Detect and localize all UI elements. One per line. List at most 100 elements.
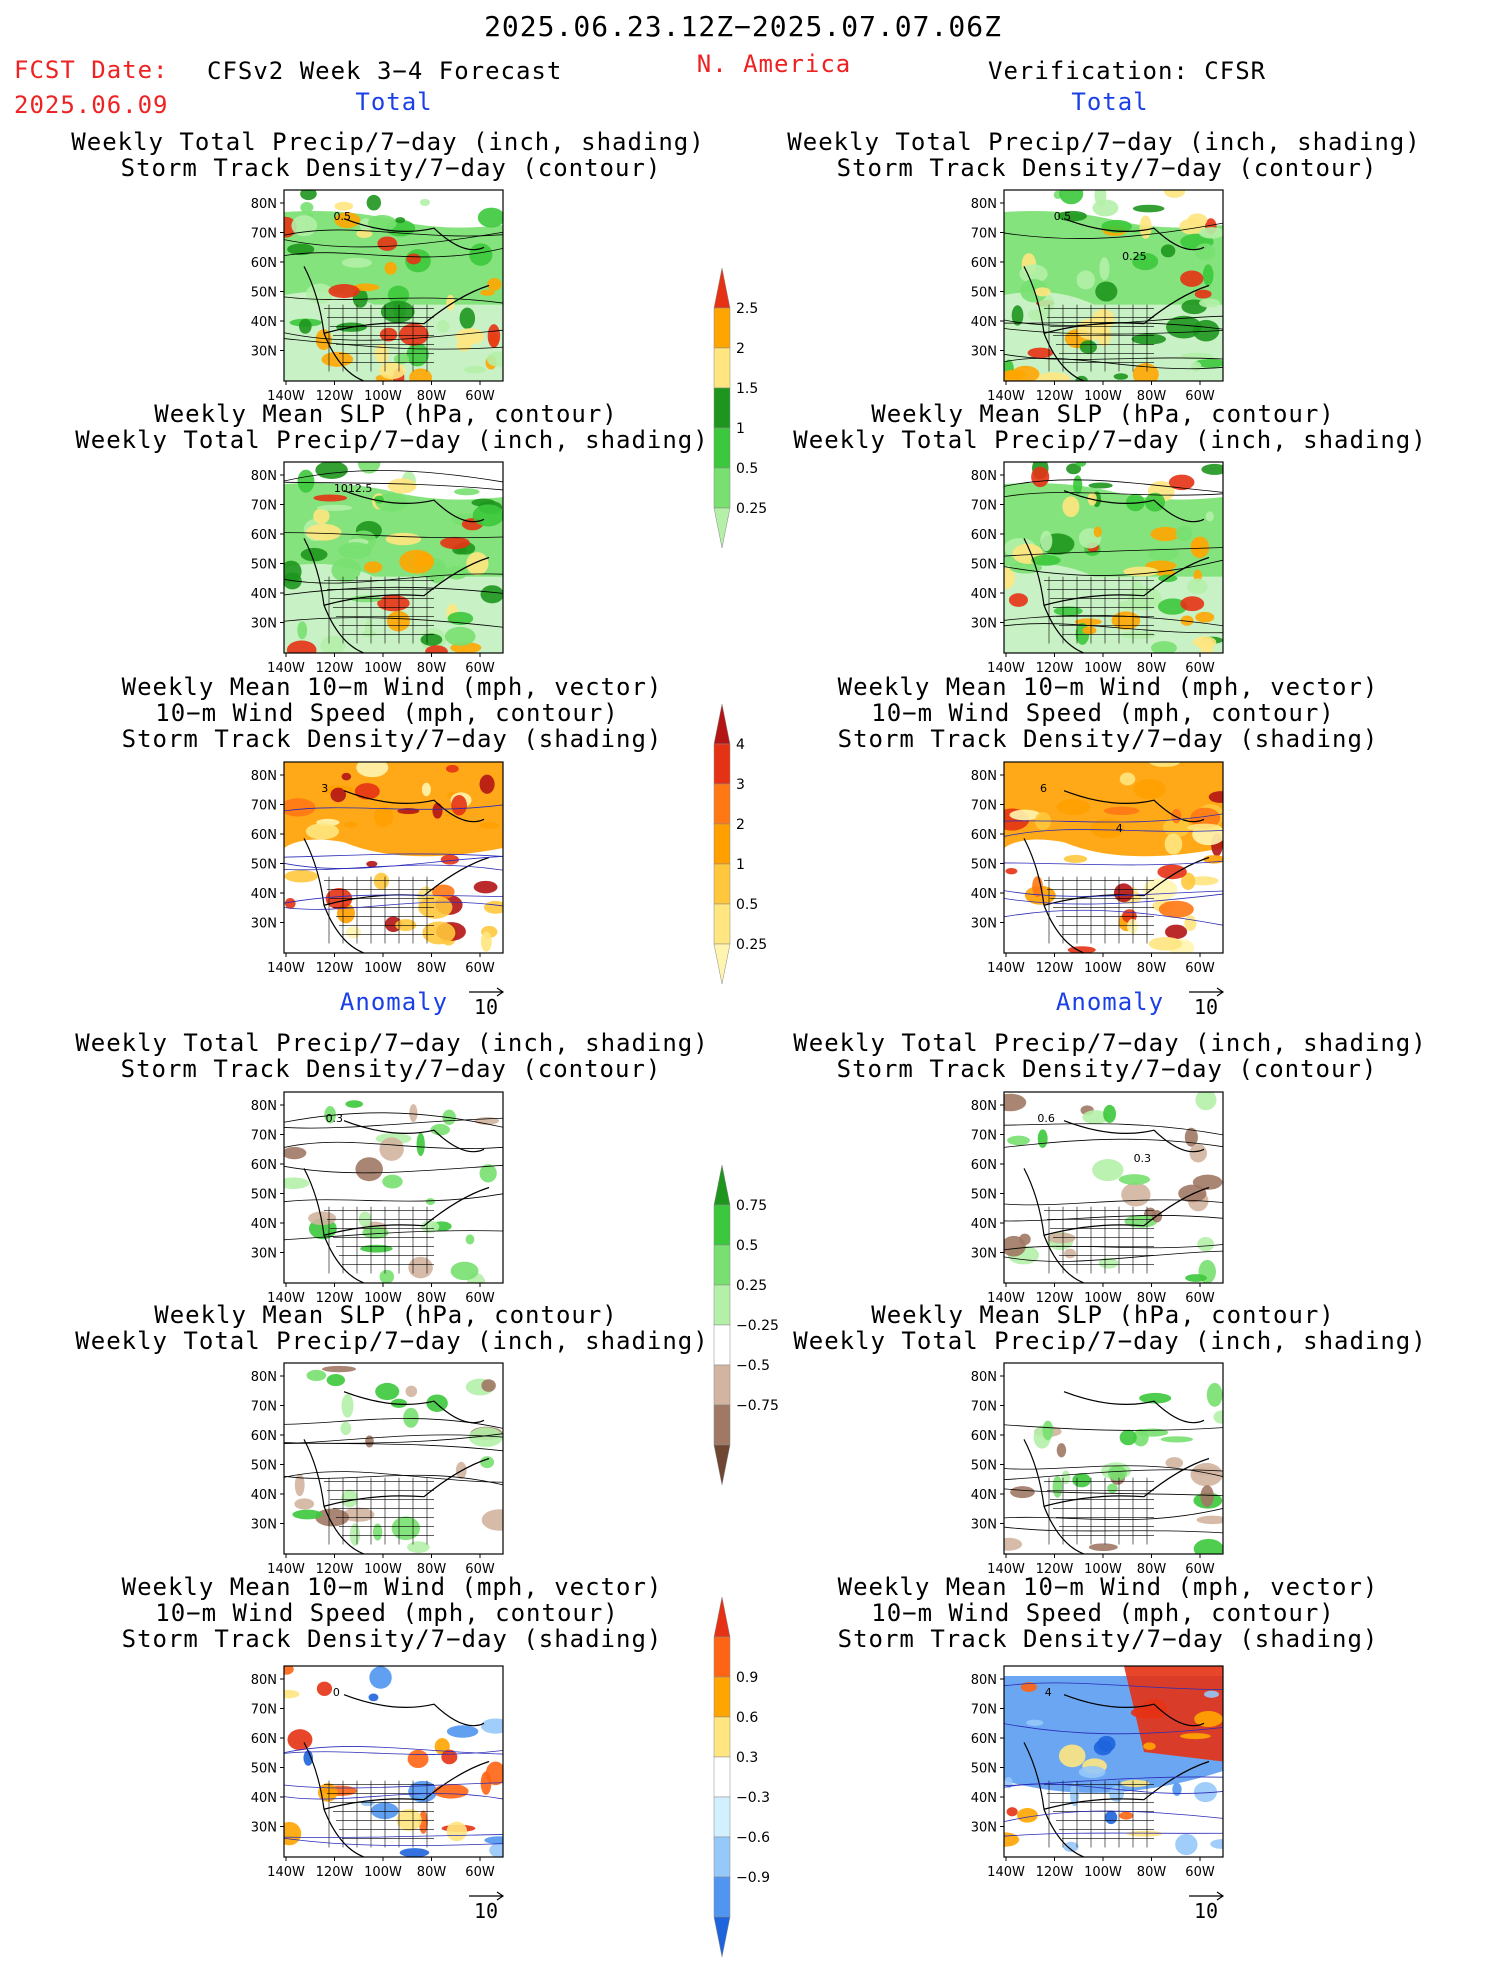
shading-cell [341,1394,354,1418]
shading-cell [422,921,456,945]
shading-cell [356,229,373,239]
lat-tick-label: 50N [971,286,997,301]
shading-cell [433,1783,469,1799]
lat-tick-label: 50N [971,1188,997,1203]
shading-cell [1197,1237,1215,1252]
contour-line [1004,1832,1223,1837]
panel-title-line: Storm Track Density/7−day (shading) [121,725,663,753]
colorbar-segment [713,743,731,785]
shading-cell [1004,369,1026,380]
colorbar-cap [713,1444,731,1486]
panel-title-line: Weekly Total Precip/7−day (inch, shading… [793,1029,1427,1057]
lon-tick-label: 60W [1185,961,1215,976]
shading-cell [1142,1698,1167,1720]
region-title: N. America [696,50,852,78]
panel-title-line: 10−m Wind Speed (mph, contour) [871,1599,1335,1627]
lat-tick-label: 70N [971,499,997,514]
panel-title-line: Weekly Mean SLP (hPa, contour) [871,400,1335,428]
forecast-anomaly-label: Anomaly [339,988,449,1016]
map-panel-verif-total-slp-precip: 80N 70N 60N 50N 40N 30N 140W 120W 100W 80W 60W [971,461,1224,676]
colorbar-segment [713,863,731,905]
lon-tick-label: 120W [1036,1291,1074,1306]
colorbar-label: 0.9 [736,1670,758,1686]
lat-tick-label: 30N [251,1821,277,1836]
shading-cell [1180,615,1194,626]
shading-cell [1147,547,1180,561]
shading-cell [409,368,432,381]
lon-tick-label: 60W [465,661,495,676]
shading-cell [1103,1104,1117,1123]
shading-cell [1064,1248,1076,1259]
shading-cell [313,508,330,524]
shading-cell [1210,1839,1223,1849]
shading-cell [1195,1092,1217,1111]
shading-cell [1158,900,1194,918]
contour-label: 4 [1045,1686,1052,1699]
panel-title-line: Weekly Mean 10−m Wind (mph, vector) [121,1573,663,1601]
lat-tick-label: 80N [251,197,277,212]
shading-cell [1027,309,1051,321]
vector-reference-arrowhead [496,1891,505,1901]
map-panel-fcst-anom-slp-precip: 80N 70N 60N 50N 40N 30N 140W 120W 100W 80W 60W [251,1362,504,1577]
shading-cell [1185,1274,1207,1282]
lon-tick-label: 100W [364,1865,402,1880]
shading-cell [450,1261,479,1281]
lon-tick-label: 80W [1137,1562,1167,1577]
shading-cell [1164,190,1186,198]
lat-tick-label: 80N [971,1673,997,1688]
shading-cell [373,872,389,890]
lon-tick-label: 120W [1036,389,1074,404]
map-frame [1003,761,1224,954]
contour-line [1004,829,1223,837]
shading-cell [386,610,410,632]
shading-cell [1132,252,1159,271]
map-panel-fcst-anom-precip-storm: 0.3 80N 70N 60N 50N 40N 30N 140W 120W 100W 80W 60W [251,1091,504,1306]
map-panel-fcst-total-wind-storm: 3 80N 70N 60N 50N 40N 30N 140W 120W 100W 80W 60W [251,761,504,976]
lat-tick-label: 80N [251,469,277,484]
colorbar-segment [713,1324,731,1366]
lon-tick-label: 60W [465,1865,495,1880]
panel-title-line: Weekly Mean SLP (hPa, contour) [154,1301,618,1329]
shading-cell [480,931,492,952]
colorbar-label: 1 [736,857,745,873]
colorbar-segment [713,427,731,469]
contour-line [284,1193,503,1203]
contour-line [1004,1424,1223,1431]
contour-line [284,1471,503,1483]
colorbar-segment [713,1836,731,1878]
lat-tick-label: 60N [971,828,997,843]
shading-cell [1031,466,1050,488]
panel-title-line: 10−m Wind Speed (mph, contour) [871,699,1335,727]
contour-line [284,1782,503,1789]
contour-line [284,1837,503,1847]
shading-cell [1011,305,1024,326]
panel-title-line: Weekly Mean 10−m Wind (mph, vector) [837,1573,1379,1601]
contour-line [284,470,503,483]
shading-cell [284,1177,310,1189]
panel-title-line: 10−m Wind Speed (mph, contour) [155,1599,619,1627]
contour-label: 0.5 [1054,210,1072,223]
lon-tick-label: 100W [1084,1291,1122,1306]
lat-tick-label: 30N [971,1247,997,1262]
shading-cell [1201,463,1223,475]
colorbar-precip_total: 0.25 0.5 1 1.5 2 2.5 [713,267,767,549]
shading-cell [330,787,346,803]
shading-cell [1205,511,1214,522]
contour-line [1004,1508,1223,1521]
contour-line [284,1433,503,1444]
contour-line [1004,614,1223,627]
lat-tick-label: 80N [971,197,997,212]
dry-region [1004,563,1223,653]
lat-tick-label: 60N [971,1158,997,1173]
colorbar-cap [713,703,731,745]
shading-cell [284,1821,302,1846]
shading-cell [315,462,348,479]
shading-cell [1136,1428,1169,1437]
shading-cell [399,549,435,574]
shading-cell [1200,1485,1214,1508]
shading-cell [484,1836,503,1845]
shading-cell [292,1509,323,1520]
shading-cell [385,532,422,546]
shading-cell [395,919,417,932]
lat-tick-label: 70N [971,1129,997,1144]
